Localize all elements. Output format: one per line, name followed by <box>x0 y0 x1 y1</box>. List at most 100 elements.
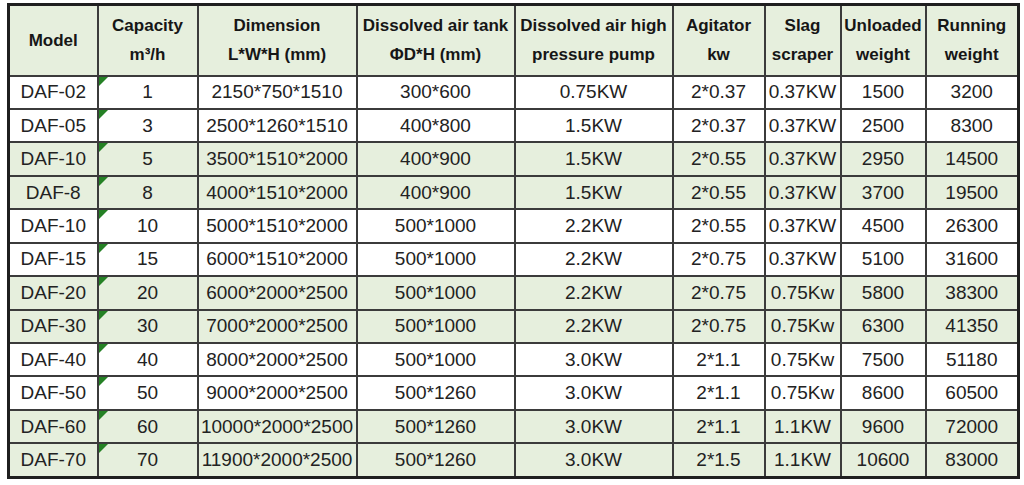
cell-value: 2*1.1 <box>696 349 740 370</box>
cell-value: 2*0.75 <box>691 282 746 303</box>
green-corner-triangle-icon <box>99 277 108 286</box>
cell-value: 2*0.37 <box>691 115 746 136</box>
cell-value: 0.37KW <box>769 215 837 236</box>
cell-running: 51180 <box>926 343 1019 376</box>
cell-value: 7500 <box>862 349 904 370</box>
cell-pump: 2.2KW <box>515 310 673 343</box>
cell-capacity: 5 <box>98 142 198 175</box>
cell-value: 2500 <box>862 115 904 136</box>
cell-value: 500*1000 <box>395 282 476 303</box>
green-corner-triangle-icon <box>99 110 108 119</box>
cell-value: 500*1000 <box>395 349 476 370</box>
cell-value: 0.75KW <box>560 81 628 102</box>
cell-slag: 0.75Kw <box>765 310 841 343</box>
column-header-dimension: DimensionL*W*H (mm) <box>198 5 357 76</box>
cell-dimension: 8000*2000*2500 <box>198 343 357 376</box>
green-corner-triangle-icon <box>99 311 108 320</box>
cell-value: 400*800 <box>400 115 471 136</box>
cell-unloaded: 2500 <box>841 109 926 142</box>
cell-model: DAF-70 <box>9 443 98 477</box>
cell-value: 1.1KW <box>774 449 831 470</box>
cell-value: 41350 <box>945 315 998 336</box>
cell-value: 2*0.55 <box>691 182 746 203</box>
column-header-pump: Dissolved air highpressure pump <box>515 5 673 76</box>
daf-specification-table: ModelCapacitym³/hDimensionL*W*H (mm)Diss… <box>7 3 1020 479</box>
cell-value: 400*900 <box>400 148 471 169</box>
cell-dimension: 2500*1260*1510 <box>198 109 357 142</box>
cell-dimension: 7000*2000*2500 <box>198 310 357 343</box>
cell-value: 0.75Kw <box>771 349 834 370</box>
cell-value: 0.37KW <box>769 115 837 136</box>
cell-agitator: 2*0.37 <box>673 109 765 142</box>
column-header-line: L*W*H (mm) <box>199 40 356 69</box>
cell-dimension: 2150*750*1510 <box>198 76 357 109</box>
column-header-line: Dissolved air tank <box>358 11 514 40</box>
table-row: DAF-20206000*2000*2500500*10002.2KW2*0.7… <box>9 276 1019 309</box>
cell-unloaded: 8600 <box>841 376 926 409</box>
cell-slag: 0.75Kw <box>765 343 841 376</box>
cell-value: 5100 <box>862 248 904 269</box>
cell-value: 20 <box>137 282 158 303</box>
cell-value: 0.37KW <box>769 182 837 203</box>
cell-value: 10000*2000*2500 <box>201 416 353 437</box>
cell-capacity: 3 <box>98 109 198 142</box>
cell-value: 38300 <box>945 282 998 303</box>
cell-agitator: 2*0.75 <box>673 243 765 276</box>
cell-dimension: 10000*2000*2500 <box>198 410 357 443</box>
cell-unloaded: 1500 <box>841 76 926 109</box>
cell-value: 5800 <box>862 282 904 303</box>
cell-slag: 0.37KW <box>765 243 841 276</box>
cell-value: 2150*750*1510 <box>211 81 342 102</box>
cell-capacity: 15 <box>98 243 198 276</box>
cell-value: 5 <box>142 148 153 169</box>
table-row: DAF-606010000*2000*2500500*12603.0KW2*1.… <box>9 410 1019 443</box>
cell-agitator: 2*0.75 <box>673 310 765 343</box>
cell-tank: 500*1000 <box>357 276 515 309</box>
cell-tank: 500*1000 <box>357 209 515 242</box>
green-corner-triangle-icon <box>99 177 108 186</box>
table-header: ModelCapacitym³/hDimensionL*W*H (mm)Diss… <box>9 5 1019 76</box>
cell-value: 1.5KW <box>565 182 622 203</box>
cell-capacity: 60 <box>98 410 198 443</box>
cell-agitator: 2*1.5 <box>673 443 765 477</box>
cell-value: 8 <box>142 182 153 203</box>
cell-dimension: 11900*2000*2500 <box>198 443 357 477</box>
cell-value: 60 <box>137 416 158 437</box>
cell-value: 60500 <box>945 382 998 403</box>
cell-pump: 0.75KW <box>515 76 673 109</box>
green-corner-triangle-icon <box>99 210 108 219</box>
cell-model: DAF-15 <box>9 243 98 276</box>
cell-capacity: 30 <box>98 310 198 343</box>
cell-value: 500*1260 <box>395 416 476 437</box>
cell-model: DAF-50 <box>9 376 98 409</box>
cell-model: DAF-05 <box>9 109 98 142</box>
cell-value: DAF-70 <box>21 449 86 470</box>
cell-slag: 0.37KW <box>765 209 841 242</box>
cell-value: 2950 <box>862 148 904 169</box>
column-header-line: weight <box>842 40 925 69</box>
cell-value: 500*1000 <box>395 215 476 236</box>
cell-value: 400*900 <box>400 182 471 203</box>
cell-model: DAF-10 <box>9 142 98 175</box>
column-header-model: Model <box>9 5 98 76</box>
column-header-line: weight <box>927 40 1018 69</box>
cell-agitator: 2*1.1 <box>673 376 765 409</box>
cell-value: 3700 <box>862 182 904 203</box>
column-header-line: Running <box>927 11 1018 40</box>
cell-value: DAF-30 <box>21 315 86 336</box>
cell-value: 500*1000 <box>395 315 476 336</box>
cell-value: 15 <box>137 248 158 269</box>
cell-value: 26300 <box>945 215 998 236</box>
cell-capacity: 10 <box>98 209 198 242</box>
column-header-capacity: Capacitym³/h <box>98 5 198 76</box>
cell-model: DAF-30 <box>9 310 98 343</box>
cell-model: DAF-02 <box>9 76 98 109</box>
cell-value: DAF-02 <box>21 81 86 102</box>
cell-value: 4500 <box>862 215 904 236</box>
cell-value: 30 <box>137 315 158 336</box>
cell-dimension: 9000*2000*2500 <box>198 376 357 409</box>
cell-value: 40 <box>137 349 158 370</box>
cell-dimension: 5000*1510*2000 <box>198 209 357 242</box>
table-row: DAF-1053500*1510*2000400*9001.5KW2*0.550… <box>9 142 1019 175</box>
cell-value: 10 <box>137 215 158 236</box>
